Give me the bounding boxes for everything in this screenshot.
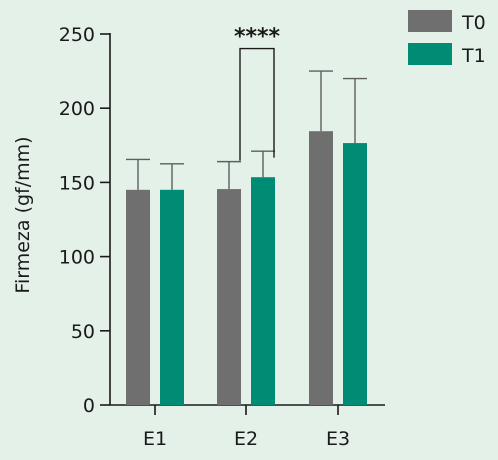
x-tick-label: E2 (234, 428, 258, 450)
error-bars (126, 70, 367, 190)
significance-label: **** (234, 25, 281, 50)
x-axis: E1 E2 E3 (110, 404, 385, 450)
legend: T0 T1 (408, 10, 486, 67)
bar-t0-e1 (126, 189, 150, 405)
bar-t0-e3 (309, 131, 333, 405)
bars (126, 131, 367, 405)
legend-swatch-t1 (408, 43, 452, 65)
legend-label-t1: T1 (461, 45, 486, 67)
y-tick-label: 250 (59, 24, 95, 46)
significance-bracket (239, 47, 275, 161)
y-tick-label: 150 (59, 172, 95, 194)
x-tick-label: E1 (143, 428, 167, 450)
legend-swatch-t0 (408, 10, 452, 32)
y-tick-label: 0 (83, 395, 95, 417)
significance-annotations: **** (234, 25, 281, 161)
bar-t0-e2 (217, 189, 241, 405)
y-tick-label: 200 (59, 98, 95, 120)
legend-label-t0: T0 (461, 12, 486, 34)
y-tick-label: 50 (71, 321, 95, 343)
bar-t1-e3 (343, 143, 367, 405)
bar-t1-e1 (160, 189, 184, 405)
y-axis: 0 50 100 150 200 250 (59, 24, 111, 417)
y-tick-label: 100 (59, 247, 95, 269)
x-tick-label: E3 (326, 428, 350, 450)
bar-t1-e2 (251, 177, 275, 405)
y-axis-label: Firmeza (gf/mm) (12, 136, 34, 293)
